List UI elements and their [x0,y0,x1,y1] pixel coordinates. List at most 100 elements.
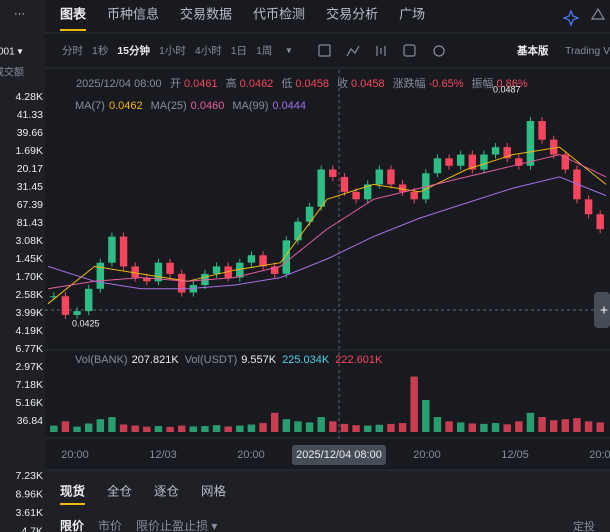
tab[interactable]: 图表 [60,6,87,21]
candle [236,262,244,278]
info-time: 2025/12/04 08:00 [76,78,162,90]
mode[interactable]: 基本版 [516,44,549,57]
volume-bar [561,419,570,432]
volume-bar [363,425,372,432]
icon[interactable] [590,7,606,20]
add-button[interactable] [594,292,610,328]
interval-more[interactable]: ▾ [286,46,291,57]
add-icon: + [600,302,608,318]
volume-bar [352,425,360,432]
tab[interactable]: 广场 [399,6,425,21]
candle [247,255,256,263]
left-value: 36.84 [17,415,43,427]
candle [398,184,407,192]
icon[interactable] [346,45,360,57]
volume-bar [50,425,58,432]
more[interactable]: ··· [14,8,25,20]
interval[interactable]: 1日 [231,45,247,57]
ma-name: MA(25) [151,100,187,112]
order-type[interactable]: 市价 [98,518,122,532]
icon[interactable] [376,46,386,56]
candle [584,199,593,215]
info-value: 0.86% [496,78,527,90]
volume-bar [340,423,349,432]
volume-bar [177,425,186,432]
ma-line [47,176,607,290]
volume-bar [294,421,302,432]
interval[interactable]: 1秒 [92,44,109,57]
info-value: 0.0461 [184,78,218,90]
order-type[interactable]: 限价止盈止损 ▾ [136,519,217,532]
volume-bar [224,426,232,432]
candle [387,169,395,185]
order-tab[interactable]: 现货 [60,483,86,498]
volume-bar [596,422,604,432]
vol-name: Vol(BANK) [75,354,128,366]
vol-value: 207.821K [132,354,180,366]
icon[interactable] [403,44,416,57]
volume-bar [61,421,70,432]
mode[interactable]: Trading V [565,45,610,57]
candle [84,288,93,312]
interval[interactable]: 4小时 [195,45,222,57]
candle [294,221,302,241]
tab[interactable]: 交易分析 [326,6,378,21]
candle [340,176,349,192]
left-value: 81.43 [17,217,43,229]
candle [108,236,116,263]
candle [73,311,81,315]
tab[interactable]: 币种信息 [107,6,159,21]
candle [143,277,151,282]
volume-bar [189,426,198,432]
interval[interactable]: 1小时 [159,45,186,57]
tab[interactable]: 交易数据 [180,6,232,21]
order-type[interactable]: 限价 [60,518,85,532]
volume-bar [491,423,500,432]
info-value: 0.0458 [295,78,329,90]
order-right[interactable]: 定投 [573,519,595,532]
vol-value: 225.034K [282,354,330,366]
toolbar-icons [318,7,606,57]
volume-bar [468,423,477,432]
volume-bar [584,421,593,432]
order-tab[interactable]: 逐仓 [154,484,180,498]
candle [61,296,70,315]
crosshair-label-bg [292,445,386,465]
order-tab[interactable]: 全仓 [107,483,133,498]
volume-bar [387,423,395,432]
volume-bar [375,424,384,432]
candle [270,266,279,274]
tab-underline [60,29,87,31]
left-value: 4.28K [16,91,43,103]
x-tick-label: 20:00 [237,449,265,461]
high-label: 0.0487 [493,84,521,94]
ma-line [47,146,607,305]
volume-bar [259,423,267,432]
candle [363,184,372,200]
icon[interactable] [318,44,331,57]
left-value: 3.99K [16,307,43,319]
candle [596,214,604,230]
left-value: 41.33 [17,109,43,121]
x-tick-label: 2025/12/04 08:00 [296,449,382,461]
interval[interactable]: 15分钟 [117,44,150,57]
info-label: 收 [337,76,348,90]
info-label: 开 [170,78,181,90]
candle [282,240,291,274]
tab[interactable]: 代币检测 [253,6,305,21]
icon[interactable] [433,45,445,57]
interval[interactable]: 分时 [62,45,83,57]
volume-bar [456,422,465,432]
volume-bar [549,420,558,432]
volume-bar [445,421,453,432]
volume-bar [236,425,244,432]
vol-value: 222.601K [335,354,383,366]
order-tab[interactable]: 网格 [201,483,227,498]
candle [433,158,442,174]
candle [259,255,267,267]
volume-bar [84,423,93,432]
interval[interactable]: 1周 [256,45,272,57]
icon[interactable] [562,9,580,27]
volume-bar [73,426,81,432]
volume-bar [526,412,535,432]
